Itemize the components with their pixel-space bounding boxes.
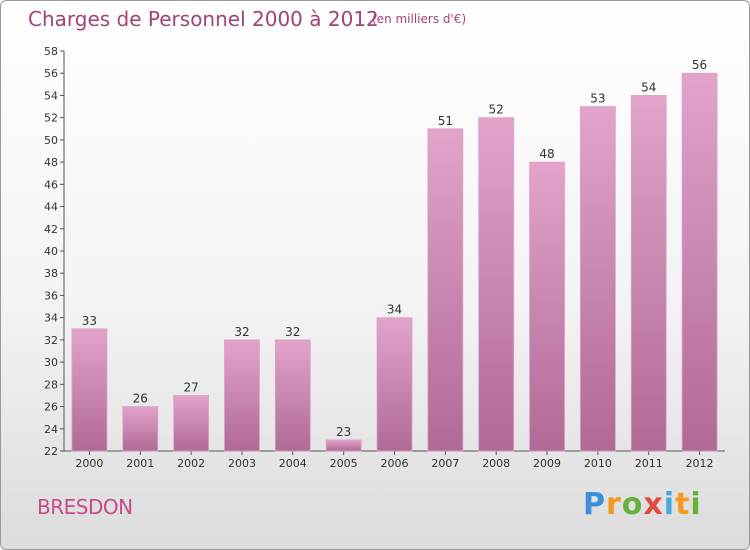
data-label-2007: 51 — [438, 114, 453, 128]
logo-letter: x — [643, 487, 664, 522]
chart-subtitle: (en milliers d'€) — [372, 12, 467, 26]
x-tick-label: 2010 — [584, 457, 612, 470]
y-axis: 22 24 26 28 30 32 34 36 38 40 42 44 46 48 50 52 54 56 58 — [44, 45, 65, 458]
data-label-2008: 52 — [489, 103, 504, 117]
x-tick-label: 2001 — [126, 457, 154, 470]
y-tick-label: 38 — [44, 267, 58, 280]
bar-2012[interactable] — [681, 72, 718, 452]
data-label-2004: 32 — [285, 325, 300, 339]
x-tick-label: 2003 — [228, 457, 256, 470]
data-label-2002: 27 — [183, 380, 198, 394]
data-label-2011: 54 — [641, 80, 656, 94]
bar-2009[interactable] — [529, 161, 565, 452]
bar-2004[interactable] — [274, 339, 311, 452]
logo-letter: t — [675, 487, 691, 522]
data-label-2001: 26 — [133, 392, 148, 406]
x-tick-label: 2009 — [533, 457, 561, 470]
data-label-2003: 32 — [234, 325, 249, 339]
logo-letter: r — [606, 487, 622, 522]
logo-letter: i — [690, 487, 702, 522]
x-tick-label: 2000 — [75, 457, 103, 470]
y-tick-label: 46 — [44, 178, 58, 191]
data-label-2006: 34 — [387, 303, 402, 317]
x-tick-label: 2006 — [381, 457, 409, 470]
y-tick-label: 36 — [44, 289, 58, 302]
logo-letter: o — [621, 487, 644, 522]
data-label-2012: 56 — [692, 58, 707, 72]
y-tick-label: 56 — [44, 67, 58, 80]
y-tick-label: 44 — [44, 201, 58, 214]
y-tick-label: 40 — [44, 245, 58, 258]
bars — [71, 72, 718, 452]
y-tick-label: 24 — [44, 423, 58, 436]
bar-2002[interactable] — [173, 395, 210, 452]
y-tick-label: 26 — [44, 401, 58, 414]
y-tick-label: 32 — [44, 334, 58, 347]
x-axis: 2000 2001 2002 2003 2004 2005 2006 2007 2008 2009… — [64, 450, 725, 470]
data-label-2010: 53 — [590, 92, 605, 106]
x-tick-label: 2012 — [686, 457, 714, 470]
data-label-2009: 48 — [539, 147, 554, 161]
bar-2005[interactable] — [325, 439, 362, 452]
bar-2010[interactable] — [579, 106, 616, 452]
data-labels: 33 26 27 32 32 23 34 51 52 48 53 54 56 — [82, 58, 707, 439]
y-tick-label: 22 — [44, 445, 58, 458]
bar-2008[interactable] — [478, 117, 515, 452]
x-tick-label: 2005 — [330, 457, 358, 470]
data-label-2000: 33 — [82, 314, 97, 328]
y-tick-label: 54 — [44, 89, 58, 102]
x-tick-label: 2011 — [635, 457, 663, 470]
x-tick-label: 2002 — [177, 457, 205, 470]
data-label-2005: 23 — [336, 425, 351, 439]
bar-2011[interactable] — [630, 95, 667, 452]
y-tick-label: 30 — [44, 356, 58, 369]
bar-2007[interactable] — [427, 128, 464, 452]
y-tick-label: 42 — [44, 223, 58, 236]
y-tick-label: 50 — [44, 134, 58, 147]
bar-2000[interactable] — [71, 328, 108, 452]
y-tick-label: 58 — [44, 45, 58, 58]
y-tick-label: 34 — [44, 312, 58, 325]
x-tick-label: 2004 — [279, 457, 307, 470]
x-tick-label: 2007 — [431, 457, 459, 470]
x-tick-label: 2008 — [482, 457, 510, 470]
bar-2001[interactable] — [122, 406, 159, 452]
bar-2006[interactable] — [376, 317, 413, 452]
y-tick-label: 48 — [44, 156, 58, 169]
bar-2003[interactable] — [224, 339, 260, 452]
chart-title: Charges de Personnel 2000 à 2012 — [28, 7, 379, 31]
y-tick-label: 52 — [44, 112, 58, 125]
proxiti-logo[interactable]: Proxiti — [583, 487, 702, 522]
logo-letter: P — [583, 487, 606, 522]
commune-name: BRESDON — [37, 495, 133, 519]
y-tick-label: 28 — [44, 378, 58, 391]
logo-letter: i — [663, 487, 676, 522]
